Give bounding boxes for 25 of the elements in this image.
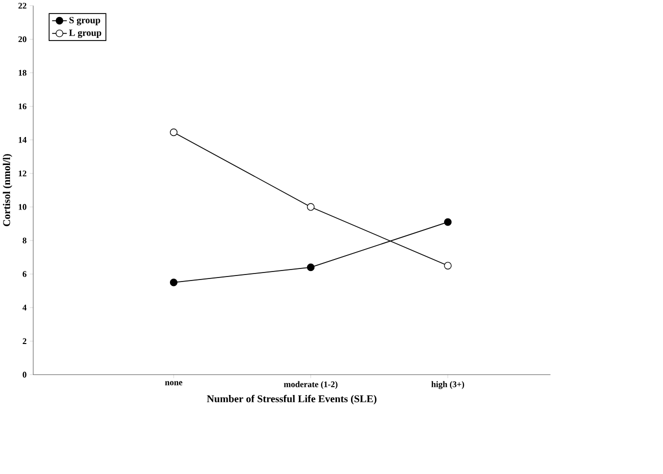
x-tick-label: none (165, 381, 182, 386)
y-axis-title: Cortisol (nmol/l) (2, 154, 12, 226)
y-tick-label: 12 (18, 170, 26, 176)
y-tick-label: 18 (18, 70, 26, 76)
y-tick-label: 0 (22, 372, 26, 378)
y-tick-label: 16 (18, 104, 26, 110)
point (306, 264, 315, 272)
legend-label: L group (69, 30, 102, 38)
y-tick-label: 4 (22, 304, 27, 311)
point (444, 218, 452, 226)
point (170, 128, 178, 136)
y-tick-label: 2 (22, 338, 26, 344)
point (444, 262, 452, 270)
point (306, 203, 315, 211)
x-axis-title: Number of Stressful Life Events (SLE) (206, 395, 376, 405)
y-tick-label: 22 (18, 3, 26, 9)
x-tick-label: moderate (1-2) (284, 381, 338, 390)
point (170, 278, 178, 286)
legend-label: S group (69, 17, 100, 26)
y-tick-label: 6 (22, 271, 26, 278)
y-tick-label: 14 (18, 137, 27, 143)
x-tick-label: high (3+) (431, 381, 464, 390)
y-tick-label: 10 (18, 204, 26, 210)
y-tick-label: 20 (18, 36, 26, 42)
y-tick-label: 8 (22, 238, 26, 244)
